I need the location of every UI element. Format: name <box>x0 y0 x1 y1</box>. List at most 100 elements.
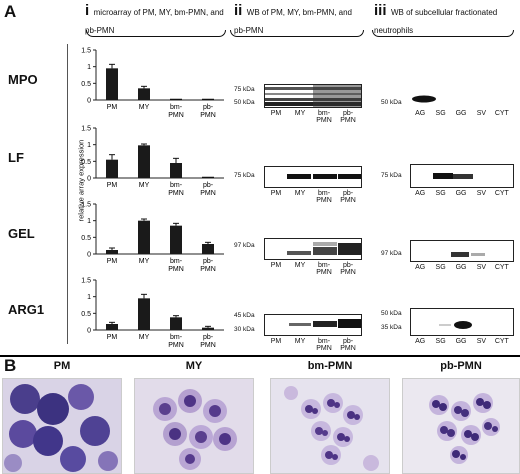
lane-label: bm-PMN <box>316 262 332 276</box>
row-label-mpo: MPO <box>8 72 38 87</box>
y-tick-label: 1 <box>87 218 91 225</box>
y-tick-label: 0.5 <box>81 235 91 242</box>
category-label: PM <box>107 258 118 265</box>
micrograph-my <box>134 378 254 474</box>
blot-arg1-iii <box>410 308 514 336</box>
bar <box>202 327 214 330</box>
category-label: MY <box>139 104 150 111</box>
blot-arg1-ii <box>264 314 362 336</box>
lane-label: SV <box>476 264 487 271</box>
row-label-arg1: ARG1 <box>8 302 45 317</box>
lane-label: GG <box>455 264 467 271</box>
y-tick-label: 0.5 <box>81 81 91 88</box>
lane-label: CYT <box>494 110 509 117</box>
micrograph-pb-pmn <box>402 378 520 474</box>
lane-label: SV <box>476 190 487 197</box>
lane-label: pb-PMN <box>340 338 356 352</box>
category-label: PMN <box>168 112 184 119</box>
category-label: PMN <box>200 190 216 197</box>
bar <box>138 220 150 254</box>
bar <box>138 88 150 100</box>
lanes-lf-ii: PM MY bm-PMN pb-PMN <box>264 190 360 204</box>
section-iii-title: WB of subcellular fractionated neutrophi… <box>374 8 498 35</box>
y-tick-label: 0.5 <box>81 311 91 318</box>
lane-label: SV <box>476 110 487 117</box>
lane-label: bm-PMN <box>316 190 332 204</box>
marker-arg1-iii-50: 50 kDa <box>381 310 402 317</box>
category-label: PMN <box>200 266 216 273</box>
section-i-title: microarray of PM, MY, bm-PMN, and pb-PMN <box>85 8 224 35</box>
bar <box>106 159 118 178</box>
lane-label: MY <box>294 338 306 345</box>
category-label: bm- <box>170 182 183 189</box>
blot-lf-ii <box>264 166 362 188</box>
category-label: PMN <box>200 112 216 119</box>
lane-label: MY <box>294 190 306 197</box>
y-tick-label: 1.5 <box>81 48 91 55</box>
lane-label: bm-PMN <box>316 338 332 352</box>
category-label: pb- <box>203 182 214 189</box>
category-label: pb- <box>203 334 214 341</box>
bar <box>138 298 150 330</box>
panel-b-label: B <box>4 356 17 375</box>
lane-label: AG <box>415 110 426 117</box>
y-tick-label: 1 <box>87 294 91 301</box>
row-label-gel: GEL <box>8 226 35 241</box>
category-label: PMN <box>168 342 184 349</box>
lane-label: AG <box>415 264 426 271</box>
category-label: bm- <box>170 258 183 265</box>
category-label: pb- <box>203 258 214 265</box>
category-label: bm- <box>170 104 183 111</box>
panel-separator <box>0 355 520 357</box>
marker-lf-iii-75: 75 kDa <box>381 172 402 179</box>
photo-title-bm-pmn: bm-PMN <box>307 360 353 372</box>
lanes-arg1-ii: PM MY bm-PMN pb-PMN <box>264 338 360 352</box>
lane-label: pb-PMN <box>340 262 356 276</box>
category-label: pb- <box>203 104 214 111</box>
bar <box>170 317 182 330</box>
y-tick-label: 0 <box>87 176 91 183</box>
lanes-gel-iii: AG SG GG SV CYT <box>410 264 512 271</box>
marker-gel-ii-97: 97 kDa <box>234 242 255 249</box>
lane-label: GG <box>455 190 467 197</box>
category-label: PMN <box>168 266 184 273</box>
lane-label: CYT <box>494 264 509 271</box>
marker-arg1-ii-30: 30 kDa <box>234 326 255 333</box>
blot-mpo-ii <box>264 84 362 108</box>
lane-label: GG <box>455 110 467 117</box>
section-iii-brace <box>372 30 514 37</box>
section-ii-roman: ii <box>234 2 243 19</box>
section-ii-brace <box>230 30 364 37</box>
category-label: MY <box>139 258 150 265</box>
panel-a-label: A <box>4 2 17 21</box>
category-label: PMN <box>200 342 216 349</box>
category-label: PMN <box>168 190 184 197</box>
axis-rule <box>67 44 68 344</box>
lane-label: SG <box>435 190 446 197</box>
section-ii-title: WB of PM, MY, bm-PMN, and pb-PMN <box>234 8 353 35</box>
y-tick-label: 0.5 <box>81 159 91 166</box>
lanes-lf-iii: AG SG GG SV CYT <box>410 190 512 197</box>
category-label: PM <box>107 182 118 189</box>
section-ii-header: ii WB of PM, MY, bm-PMN, and pb-PMN <box>234 2 362 38</box>
category-label: MY <box>139 182 150 189</box>
category-label: PM <box>107 104 118 111</box>
lane-label: CYT <box>494 190 509 197</box>
category-label: MY <box>139 334 150 341</box>
row-label-lf: LF <box>8 150 24 165</box>
category-label: bm- <box>170 334 183 341</box>
y-tick-label: 1.5 <box>81 202 91 209</box>
lane-label: PM <box>270 110 282 117</box>
lane-label: SG <box>435 264 446 271</box>
lane-label: GG <box>455 338 467 345</box>
section-i-header: i microarray of PM, MY, bm-PMN, and pb-P… <box>85 2 225 38</box>
marker-arg1-iii-35: 35 kDa <box>381 324 402 331</box>
marker-mpo-iii-50: 50 kDa <box>381 99 402 106</box>
marker-lf-ii-75: 75 kDa <box>234 172 255 179</box>
blot-lf-iii <box>410 164 514 188</box>
blot-mpo-iii <box>410 84 512 106</box>
bar <box>170 163 182 178</box>
section-i-brace <box>86 30 226 37</box>
